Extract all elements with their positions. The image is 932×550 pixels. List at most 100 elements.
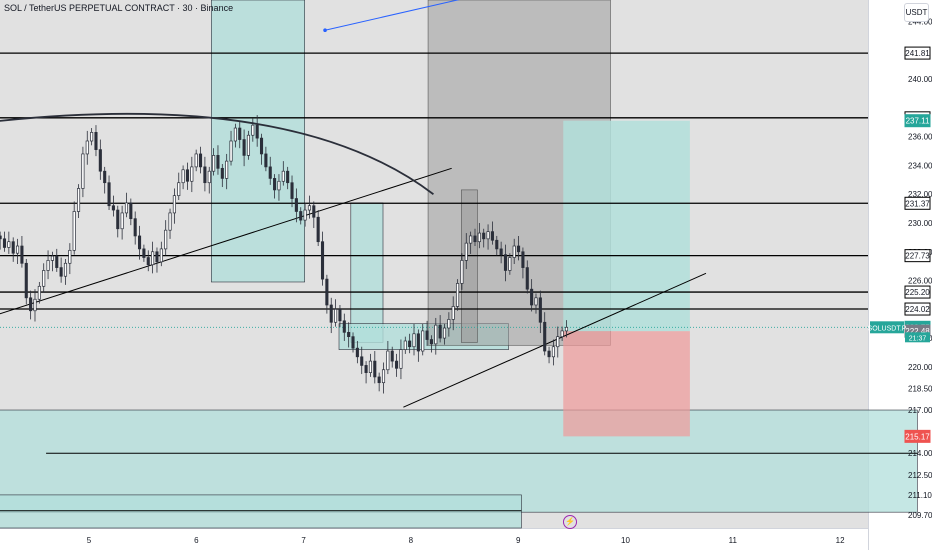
candle-body [181, 169, 185, 184]
candle-body [425, 330, 429, 340]
supply-zone [350, 202, 384, 343]
candle-body [473, 235, 477, 243]
demand-zone [0, 494, 522, 529]
candle-body [16, 245, 20, 254]
candle-body [50, 255, 54, 261]
candle-body [556, 336, 560, 348]
candle-body [277, 180, 281, 191]
position-stop-zone [563, 331, 690, 437]
candle-body [325, 278, 329, 306]
x-tick-label: 6 [194, 536, 199, 545]
candle-body [429, 339, 433, 345]
candle-body [512, 245, 516, 258]
candle-body [159, 248, 163, 263]
y-tick-label: 212.50 [908, 471, 932, 480]
candle-body [190, 166, 194, 182]
currency-button[interactable]: USDT [904, 3, 929, 22]
lightning-icon[interactable]: ⚡ [563, 515, 577, 529]
candle-body [238, 127, 242, 140]
price-badge-stop-box [904, 429, 931, 443]
candle-body [412, 333, 416, 348]
candle-body [421, 330, 425, 352]
candle-body [434, 324, 438, 345]
candle-body [124, 202, 129, 214]
level-label-box [904, 302, 931, 316]
candle-body [538, 297, 542, 323]
candle-body [63, 262, 68, 277]
candle-body [290, 182, 294, 199]
candle-body [503, 254, 508, 271]
candle-body [390, 350, 394, 362]
candle-body [142, 248, 146, 258]
candle-body [164, 229, 168, 250]
candle-body [438, 324, 442, 339]
candle-body [320, 241, 325, 280]
candle-body [334, 308, 338, 323]
candle-body [68, 249, 72, 264]
x-tick-label: 5 [87, 536, 92, 545]
candle-body [355, 347, 359, 358]
candle-body [460, 260, 464, 284]
blue-trendline [324, 0, 460, 31]
time-axis [0, 528, 868, 550]
candle-body [495, 239, 499, 250]
candle-body [185, 169, 190, 182]
candle-body [307, 205, 311, 211]
candle-body [547, 350, 551, 358]
candle-body [517, 245, 521, 253]
candle-body [103, 170, 107, 184]
candle-body [203, 166, 207, 184]
candle-body [525, 267, 529, 290]
candle-body [242, 139, 246, 156]
candle-body [469, 235, 473, 244]
level-label-box [904, 285, 931, 299]
price-badge-target: 237.11 [906, 117, 930, 126]
candle-body [94, 132, 98, 150]
symbol-title: SOL / TetherUS PERPETUAL CONTRACT · 30 ·… [4, 3, 234, 13]
y-tick-label: 220.00 [908, 363, 932, 372]
candle-body [198, 153, 203, 168]
candle-body [90, 132, 94, 142]
candle-body [286, 170, 290, 184]
level-label: 231.37 [905, 199, 930, 208]
candle-body [294, 198, 298, 212]
candle-body [229, 140, 233, 162]
candle-body [264, 153, 268, 168]
y-tick-label: 217.00 [908, 406, 932, 415]
candle-body [111, 205, 115, 211]
candle-body [233, 127, 237, 142]
candle-body [416, 333, 420, 352]
candle-body [508, 257, 512, 271]
candle-body [137, 235, 142, 250]
candle-body [20, 245, 24, 264]
candle-body [399, 349, 403, 369]
price-badge-stop: 215.17 [905, 432, 930, 441]
candle-body [116, 209, 120, 230]
candle-body [360, 356, 364, 366]
candle-body [477, 232, 481, 243]
candle-body [329, 304, 333, 323]
y-tick-label: 244.00 [908, 18, 932, 27]
candle-body [168, 212, 172, 231]
ticker-label: SOLUSDT.P [868, 325, 907, 332]
x-tick-label: 10 [621, 536, 630, 545]
candle-body [373, 360, 377, 378]
candle-body [259, 137, 264, 155]
candle-body [212, 155, 216, 172]
candle-body [120, 212, 124, 230]
candle-body [81, 153, 85, 189]
candle-body [129, 202, 133, 220]
candle-body [11, 241, 15, 254]
candle-body [33, 298, 37, 312]
candle-body [451, 306, 455, 320]
candle-body [316, 216, 320, 243]
y-tick-label: 232.00 [908, 190, 932, 199]
position-target-zone [563, 120, 690, 332]
candle-body [177, 182, 181, 197]
candle-body [98, 149, 102, 172]
y-tick-label: 209.70 [908, 511, 932, 520]
candle-body [220, 167, 224, 179]
candle-body [403, 340, 407, 350]
candle-body [490, 231, 494, 241]
